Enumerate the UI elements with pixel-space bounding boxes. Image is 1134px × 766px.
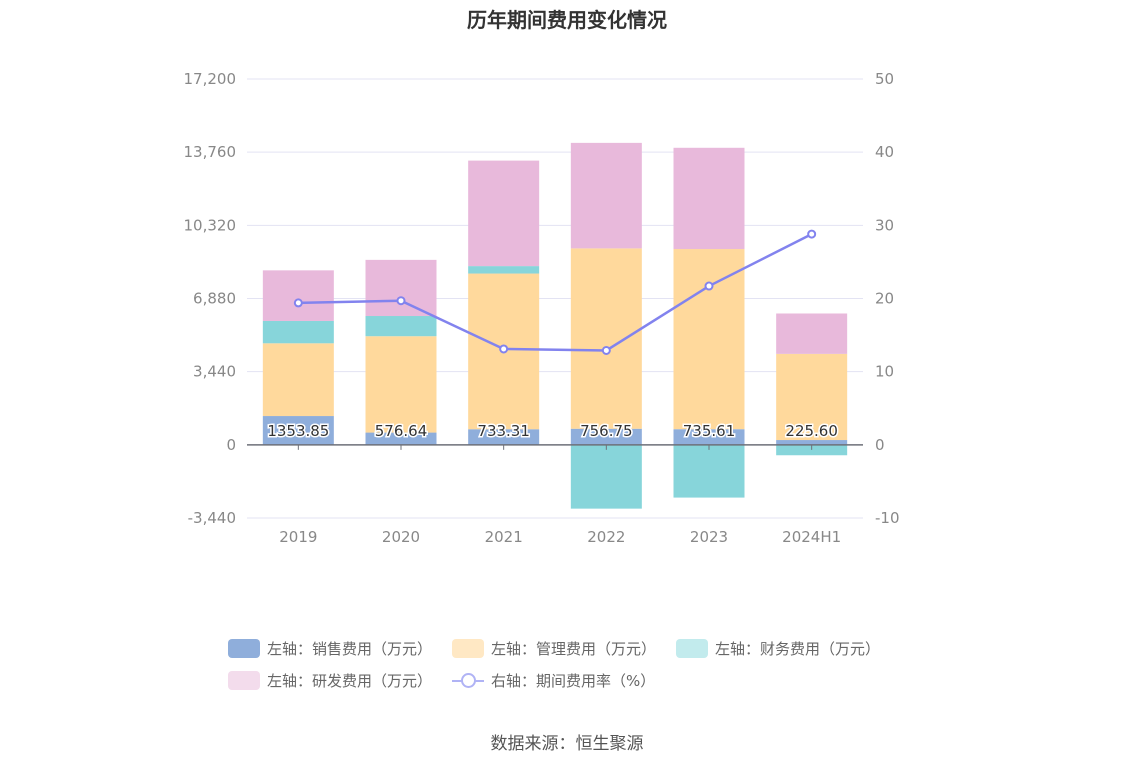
bar-segment [776,353,848,441]
legend-label-admin: 左轴：管理费用（万元） [491,639,657,658]
sales-data-label: 756.75 [580,422,633,440]
bar-segment [673,249,745,430]
expense-rate-point [499,344,509,354]
bar-segment [673,444,745,498]
legend-item-rd[interactable]: 左轴：研发费用（万元） [228,670,432,691]
legend-label-sales: 左轴：销售费用（万元） [267,639,433,658]
bar-segment [468,266,540,274]
legend-swatch-admin [452,638,485,658]
source-note: 数据来源：恒生聚源 [490,734,644,754]
x-axis-tick-label: 2021 [485,528,523,546]
left-axis-tick-label: 13,760 [184,143,237,161]
expense-rate-point [704,281,714,291]
right-axis-tick-label: 20 [875,290,894,308]
expense-rate-point [807,229,817,239]
left-axis-tick-label: 10,320 [184,216,237,234]
bar-segment [365,259,437,317]
bar-segment [262,320,334,344]
legend-swatch-sales [228,638,260,658]
left-axis-tick-label: 6,880 [193,290,236,308]
bar-segment [365,336,437,433]
left-axis-tick-label: 17,200 [184,70,237,88]
bar-segment [365,316,437,337]
x-axis-tick-label: 2022 [587,528,625,546]
legend-item-finance[interactable]: 左轴：财务费用（万元） [676,638,880,659]
expense-rate-point [601,345,611,355]
x-axis-tick-label: 2020 [382,528,420,546]
bar-segment [365,432,437,445]
x-axis-tick-label: 2024H1 [782,528,841,546]
bar-segment [262,416,334,445]
expense-rate-point [293,298,303,308]
x-axis-tick-label: 2019 [279,528,317,546]
bar-segment [262,343,334,417]
left-axis-tick-label: -3,440 [188,509,236,527]
sales-data-label: 1353.85 [267,422,329,440]
legend-label-rd: 左轴：研发费用（万元） [267,671,433,690]
right-axis-tick-label: 10 [875,363,894,381]
sales-data-label: 225.60 [785,422,838,440]
left-axis-tick-label: 0 [226,436,236,454]
bar-segment [570,248,642,429]
legend-label-expense-rate: 右轴：期间费用率（%） [491,671,656,690]
expense-rate-line [298,232,813,352]
chart-title: 历年期间费用变化情况 [467,8,667,32]
legend-swatch-rd [228,670,260,690]
sales-data-label: 733.31 [477,422,530,440]
legend: 左轴：销售费用（万元） 左轴：管理费用（万元） 左轴：财务费用（万元） 左轴：研… [228,632,928,696]
x-axis-tick-label: 2023 [690,528,728,546]
bar-segment [570,444,642,509]
bar-segment [776,444,848,456]
bar-segment [570,142,642,249]
bar-segment [776,313,848,354]
legend-item-admin[interactable]: 左轴：管理费用（万元） [452,638,656,659]
bar-segment [570,428,642,445]
legend-item-expense-rate[interactable]: 右轴：期间费用率（%） [452,670,655,691]
bar-segment [468,429,540,445]
expense-rate-point [396,296,406,306]
right-axis-tick-label: -10 [875,509,900,527]
right-axis-tick-label: 30 [875,216,894,234]
legend-swatch-finance [676,638,709,658]
bar-segment [468,160,540,267]
sales-data-label: 735.61 [683,422,736,440]
right-axis-tick-label: 50 [875,70,894,88]
legend-item-sales[interactable]: 左轴：销售费用（万元） [228,638,432,659]
bar-segment [776,440,848,445]
right-axis-tick-label: 40 [875,143,894,161]
bar-segment [673,429,745,445]
bar-segment [262,270,334,321]
sales-data-label: 576.64 [375,422,428,440]
left-axis-tick-label: 3,440 [193,363,236,381]
legend-label-finance: 左轴：财务费用（万元） [715,639,881,658]
legend-line-icon [452,671,485,690]
bar-segment [673,147,745,250]
right-axis-tick-label: 0 [875,436,885,454]
